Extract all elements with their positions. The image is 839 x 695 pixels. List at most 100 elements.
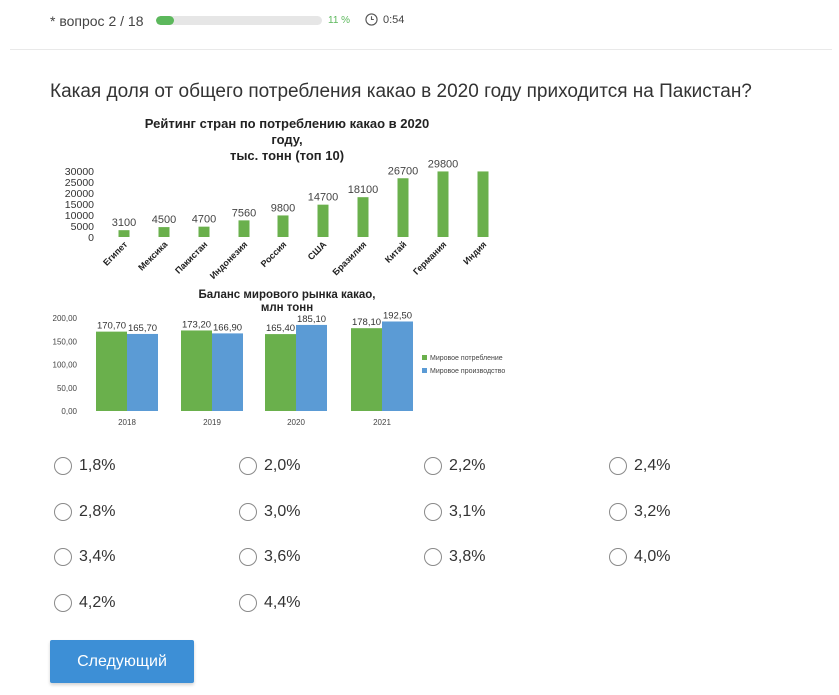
chart2-category-label: 2018	[118, 418, 136, 427]
radio-button[interactable]	[54, 594, 72, 612]
chart1-data-label: 7560	[232, 207, 256, 219]
radio-button[interactable]	[609, 548, 627, 566]
clock-icon	[365, 13, 378, 26]
answer-option[interactable]: 2,8%	[54, 500, 115, 524]
chart1-data-label: 9800	[271, 202, 295, 214]
chart1-ytick: 25000	[65, 177, 94, 189]
chart1-bar	[397, 178, 409, 237]
question-text: Какая доля от общего потребления какао в…	[50, 81, 752, 102]
radio-button[interactable]	[609, 457, 627, 475]
answer-option[interactable]: 3,1%	[424, 500, 485, 524]
answer-option[interactable]: 3,0%	[239, 500, 300, 524]
progress-percent: 11 %	[328, 15, 351, 26]
chart1-bar	[158, 227, 170, 237]
answer-option-label: 3,1%	[449, 503, 486, 520]
chart2-data-label: 185,10	[297, 314, 326, 325]
answer-option-label: 4,0%	[634, 548, 671, 565]
chart1-data-label: 4700	[192, 214, 216, 226]
chart2-ytick: 150,00	[53, 337, 78, 346]
answer-option-label: 2,0%	[264, 457, 301, 474]
chart1-bar	[437, 171, 449, 237]
radio-button[interactable]	[239, 548, 257, 566]
chart2-ytick: 200,00	[53, 314, 78, 323]
chart2-legend-swatch	[422, 355, 427, 360]
chart1-title-line: Рейтинг стран по потреблению какао в 202…	[145, 116, 429, 131]
answer-option-label: 3,4%	[79, 548, 116, 565]
answer-option[interactable]: 4,2%	[54, 591, 115, 615]
answer-option[interactable]: 4,0%	[609, 545, 670, 569]
radio-button[interactable]	[609, 503, 627, 521]
chart2-data-label: 192,50	[383, 310, 412, 321]
chart2-bar	[265, 334, 296, 411]
chart2-data-label: 165,70	[128, 323, 157, 334]
chart1-data-label: 4500	[152, 214, 176, 226]
chart2-bar	[382, 321, 413, 411]
question-image: Рейтинг стран по потреблению какао в 202…	[50, 110, 520, 432]
chart1-ytick: 20000	[65, 188, 94, 200]
answer-option-label: 4,2%	[79, 594, 116, 611]
quiz-header: * вопрос 2 / 18 11 % 0:54	[0, 0, 839, 50]
answer-option[interactable]: 3,6%	[239, 545, 300, 569]
answer-option-label: 3,8%	[449, 548, 486, 565]
radio-button[interactable]	[239, 594, 257, 612]
chart2-ytick: 100,00	[53, 361, 78, 370]
chart1-ytick: 0	[88, 232, 94, 244]
radio-button[interactable]	[54, 503, 72, 521]
answer-option[interactable]: 3,8%	[424, 545, 485, 569]
answer-option[interactable]: 2,2%	[424, 454, 485, 478]
next-button[interactable]: Следующий	[50, 640, 194, 683]
answer-option[interactable]: 4,4%	[239, 591, 300, 615]
charts-figure: Рейтинг стран по потреблению какао в 202…	[50, 110, 520, 432]
radio-button[interactable]	[54, 548, 72, 566]
chart2-legend-label: Мировое производство	[430, 368, 505, 375]
answer-option-label: 2,8%	[79, 503, 116, 520]
chart1-title-line: тыс. тонн (топ 10)	[230, 148, 344, 163]
radio-button[interactable]	[54, 457, 72, 475]
answer-option-label: 3,6%	[264, 548, 301, 565]
answer-option-label: 3,2%	[634, 503, 671, 520]
chart2-data-label: 170,70	[97, 321, 126, 332]
chart2-category-label: 2021	[373, 418, 391, 427]
answer-option-label: 2,2%	[449, 457, 486, 474]
chart2-title-line: Баланс мирового рынка какао,	[199, 289, 376, 301]
chart1-title-line: году,	[271, 132, 302, 147]
answer-option[interactable]: 2,4%	[609, 454, 670, 478]
chart2-bar	[212, 333, 243, 411]
chart2-bar	[181, 330, 212, 411]
chart2-data-label: 166,90	[213, 322, 242, 333]
chart1-ytick: 15000	[65, 199, 94, 211]
chart1-data-label: 29800	[428, 158, 459, 170]
chart1-bar	[277, 215, 289, 237]
chart1-ytick: 30000	[65, 166, 94, 178]
chart2-bar	[296, 324, 327, 411]
answer-option[interactable]: 3,2%	[609, 500, 670, 524]
answer-option[interactable]: 2,0%	[239, 454, 300, 478]
chart2-bar	[351, 328, 382, 411]
chart1-bar	[477, 171, 489, 237]
header-divider	[10, 49, 832, 50]
answer-option-label: 4,4%	[264, 594, 301, 611]
answer-option[interactable]: 1,8%	[54, 454, 115, 478]
timer-text: 0:54	[383, 14, 405, 26]
chart1-data-label: 26700	[388, 165, 419, 177]
chart1-data-label: 14700	[308, 192, 339, 204]
chart1-ytick: 10000	[65, 210, 94, 222]
answer-option-label: 1,8%	[79, 457, 116, 474]
radio-button[interactable]	[239, 503, 257, 521]
progress-bar	[156, 16, 322, 25]
chart1-bar	[118, 230, 130, 237]
radio-button[interactable]	[424, 457, 442, 475]
chart1-bar	[198, 226, 210, 237]
radio-button[interactable]	[424, 548, 442, 566]
radio-button[interactable]	[239, 457, 257, 475]
question-counter: * вопрос 2 / 18	[50, 13, 144, 29]
chart2-data-label: 178,10	[352, 317, 381, 328]
chart2-ytick: 0,00	[61, 407, 77, 416]
chart2-legend-label: Мировое потребление	[430, 354, 503, 362]
answer-option[interactable]: 3,4%	[54, 545, 115, 569]
chart1-bar	[317, 204, 329, 237]
chart1-ytick: 5000	[71, 221, 95, 233]
chart1-bar	[238, 220, 250, 237]
radio-button[interactable]	[424, 503, 442, 521]
chart2-category-label: 2019	[203, 418, 221, 427]
